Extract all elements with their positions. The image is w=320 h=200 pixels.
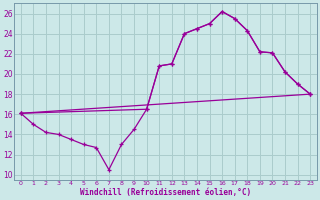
X-axis label: Windchill (Refroidissement éolien,°C): Windchill (Refroidissement éolien,°C): [80, 188, 251, 197]
